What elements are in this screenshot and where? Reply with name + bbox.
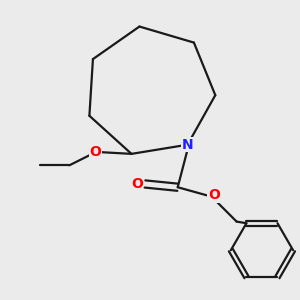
Text: N: N [182, 138, 193, 152]
Text: O: O [90, 145, 101, 159]
Text: O: O [208, 188, 220, 203]
Text: O: O [131, 177, 143, 191]
